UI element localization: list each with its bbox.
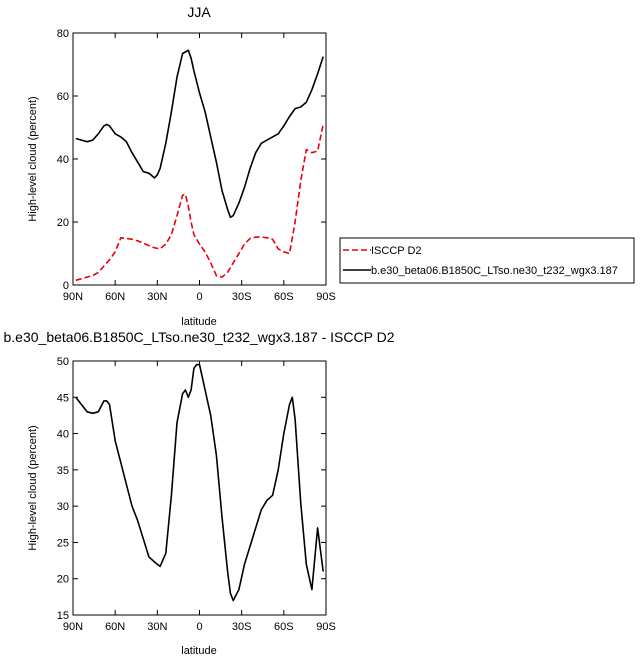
bottom-x-tick-label: 90N xyxy=(63,621,83,633)
top-panel: JJA 90N 60N 30N 0 30S 60S 90S 0 20 40 60 80 latitud… xyxy=(27,4,336,328)
bottom-y-tick-label: 20 xyxy=(57,574,69,586)
top-x-tick-label: 30S xyxy=(232,291,252,303)
top-x-tick-label: 30N xyxy=(147,291,167,303)
top-series-line-1 xyxy=(75,49,324,219)
top-x-tick-label: 60N xyxy=(105,291,125,303)
bottom-series-line-0 xyxy=(75,363,324,602)
bottom-plot-frame xyxy=(72,360,327,616)
top-x-tick-label: 60S xyxy=(274,291,294,303)
top-x-tick-label: 90S xyxy=(316,291,336,303)
top-ticks: 90N 60N 30N 0 30S 60S 90S 0 20 40 60 80 xyxy=(57,28,336,303)
bottom-y-axis-label: High-level cloud (percent) xyxy=(27,425,39,550)
bottom-x-tick-label: 90S xyxy=(316,621,336,633)
top-y-axis-label: High-level cloud (percent) xyxy=(27,96,39,221)
bottom-ticks: 90N 60N 30N 0 30S 60S 90S 15 20 25 30 35 40 45 50 xyxy=(57,356,336,633)
top-y-tick-label: 40 xyxy=(57,154,69,166)
bottom-chart-title: b.e30_beta06.B1850C_LTso.ne30_t232_wgx3.… xyxy=(4,329,395,345)
bottom-x-tick-label: 60S xyxy=(274,621,294,633)
top-x-tick-label: 90N xyxy=(63,291,83,303)
bottom-y-tick-label: 30 xyxy=(57,501,69,513)
bottom-x-axis-label: latitude xyxy=(181,645,216,657)
top-plot-frame xyxy=(72,32,327,286)
legend-label-isccp: ISCCP D2 xyxy=(371,245,422,257)
top-chart-title: JJA xyxy=(187,4,211,20)
legend-label-model: b.e30_beta06.B1850C_LTso.ne30_t232_wgx3.… xyxy=(371,265,618,277)
bottom-panel: b.e30_beta06.B1850C_LTso.ne30_t232_wgx3.… xyxy=(4,329,395,657)
bottom-y-tick-label: 45 xyxy=(57,392,69,404)
top-x-axis-label: latitude xyxy=(181,316,216,328)
bottom-y-tick-label: 40 xyxy=(57,429,69,441)
top-series-line-0 xyxy=(75,124,324,282)
top-y-tick-label: 0 xyxy=(63,280,69,292)
legend: ISCCP D2 b.e30_beta06.B1850C_LTso.ne30_t… xyxy=(339,237,635,284)
legend-box xyxy=(339,237,635,284)
bottom-y-tick-label: 25 xyxy=(57,537,69,549)
bottom-x-tick-label: 0 xyxy=(196,621,202,633)
bottom-x-tick-label: 30S xyxy=(232,621,252,633)
bottom-x-tick-label: 30N xyxy=(147,621,167,633)
bottom-y-tick-label: 35 xyxy=(57,465,69,477)
top-y-tick-label: 20 xyxy=(57,217,69,229)
top-y-tick-label: 80 xyxy=(57,28,69,40)
bottom-y-tick-label: 15 xyxy=(57,610,69,622)
top-y-tick-label: 60 xyxy=(57,91,69,103)
top-x-tick-label: 0 xyxy=(196,291,202,303)
bottom-x-tick-label: 60N xyxy=(105,621,125,633)
bottom-y-tick-label: 50 xyxy=(57,356,69,368)
top-series xyxy=(75,49,324,282)
bottom-series xyxy=(75,363,324,602)
